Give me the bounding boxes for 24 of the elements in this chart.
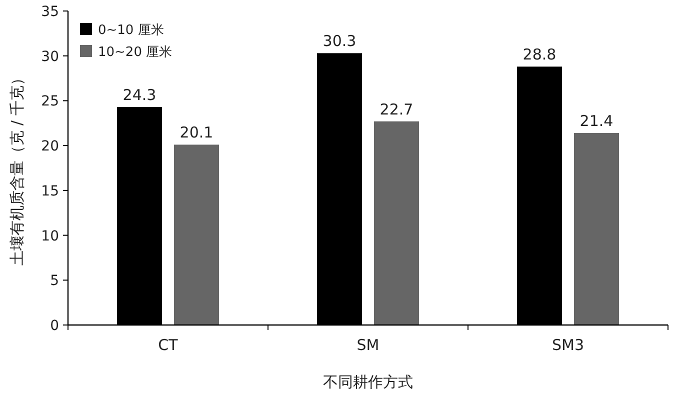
y-tick-label: 0 [50,318,59,334]
y-tick-label: 10 [41,228,59,244]
y-tick-label: 15 [41,183,59,200]
y-tick-label: 5 [50,273,59,290]
y-tick-label: 25 [41,94,59,110]
bar [174,144,219,325]
y-tick-label: 30 [41,48,59,65]
x-axis-title: 不同耕作方式 [323,373,413,391]
y-axis-title: 土壤有机质含量（克 / 千克） [8,70,26,266]
data-label: 22.7 [380,100,414,118]
data-label: 30.3 [322,32,356,50]
bar [374,121,419,325]
y-tick-label: 20 [41,138,59,155]
x-tick-label: SM3 [552,336,584,354]
x-tick-label: CT [158,336,179,354]
data-label: 24.3 [122,86,156,104]
y-tick-label: 35 [41,4,59,20]
legend-label: 0~10 厘米 [98,23,164,38]
x-tick-label: SM [356,336,380,354]
data-label: 28.8 [522,46,556,64]
data-label: 20.1 [180,124,214,142]
data-label: 21.4 [580,112,614,130]
bar [574,133,619,325]
legend-label: 10~20 厘米 [98,45,172,60]
